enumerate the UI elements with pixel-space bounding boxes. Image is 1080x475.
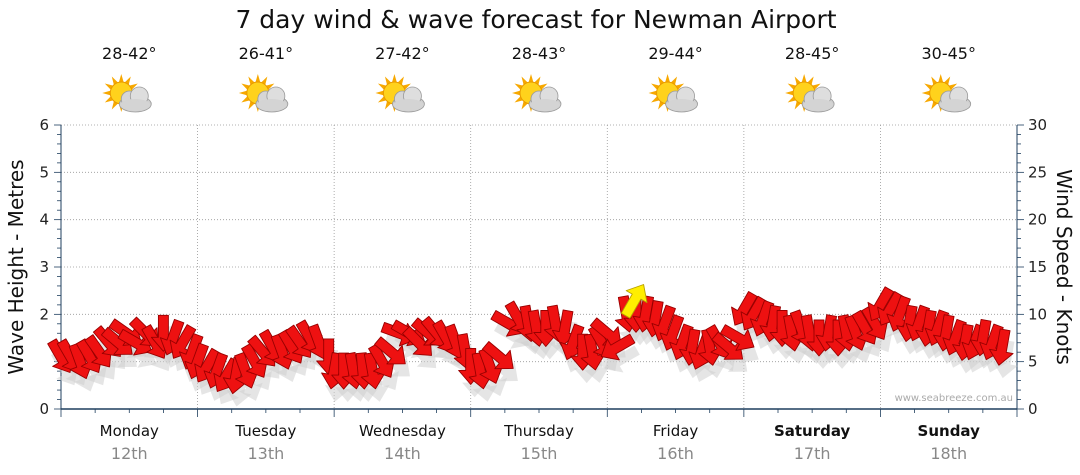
- right-tick-label: 20: [1028, 211, 1047, 229]
- x-axis-day-labels: Monday 12th Tuesday 13th Wednesday 14th Thursd…: [100, 422, 980, 463]
- temperature-range-label: 27-42°: [375, 44, 430, 63]
- cloud-shape: [528, 86, 562, 113]
- right-tick-label: 5: [1028, 353, 1038, 371]
- temperature-range-label: 29-44°: [648, 44, 703, 63]
- wind-arrow-shadow: [604, 345, 640, 373]
- cloud-shape: [938, 86, 972, 113]
- wind-arrow: [360, 352, 386, 390]
- sun-ray-shape: [102, 90, 111, 96]
- sun-ray-shape: [648, 90, 657, 96]
- day-date-label: 16th: [657, 444, 694, 463]
- wind-arrow: [711, 331, 744, 360]
- cloud-shape: [118, 86, 152, 113]
- wind-arrow: [481, 341, 514, 370]
- sun-cloud-icon: [921, 74, 972, 113]
- day-name-label: Monday: [100, 422, 159, 440]
- cloud-shape: [801, 86, 835, 113]
- right-tick-label: 15: [1028, 258, 1047, 276]
- left-tick-label: 2: [39, 305, 49, 323]
- left-tick-label: 5: [39, 163, 49, 181]
- left-tick-label: 6: [39, 116, 49, 134]
- day-name-label: Friday: [653, 422, 699, 440]
- wind-arrow: [374, 336, 406, 365]
- chart-title: 7 day wind & wave forecast for Newman Ai…: [235, 5, 836, 34]
- wind-arrow-highlight: [620, 284, 648, 319]
- wind-arrow: [169, 324, 197, 359]
- sun-ray-shape: [255, 74, 261, 83]
- day-name-label: Tuesday: [234, 422, 296, 440]
- sun-cloud-icon: [785, 74, 835, 113]
- cloud-shape: [392, 86, 425, 113]
- wind-arrows: [47, 284, 1014, 395]
- y-axis-right-title: Wind Speed - Knots: [1052, 169, 1076, 365]
- sun-ray-shape: [392, 74, 397, 83]
- left-tick-label: 4: [39, 211, 49, 229]
- wind-arrow: [600, 333, 636, 361]
- day-header-row: 28-42° 26-41° 27-42° 28-43° 29-44° 28-45° 30-4…: [102, 44, 976, 113]
- left-axis-ticks: 0 2 3 4 5 6: [39, 116, 61, 418]
- temperature-range-label: 30-45°: [921, 44, 976, 63]
- day-date-label: 14th: [384, 444, 421, 463]
- temperature-range-label: 26-41°: [239, 44, 294, 63]
- right-tick-label: 30: [1028, 116, 1047, 134]
- temperature-range-label: 28-45°: [785, 44, 840, 63]
- cloud-shape: [255, 86, 289, 113]
- day-date-label: 12th: [111, 444, 148, 463]
- day-date-label: 13th: [247, 444, 284, 463]
- sun-ray-shape: [801, 74, 807, 83]
- sun-cloud-icon: [648, 74, 698, 113]
- temperature-range-label: 28-42°: [102, 44, 157, 63]
- day-date-label: 17th: [794, 444, 831, 463]
- day-name-label: Sunday: [918, 422, 981, 440]
- right-tick-label: 10: [1028, 305, 1047, 323]
- credit-text: www.seabreeze.com.au: [895, 393, 1013, 404]
- right-tick-label: 0: [1028, 400, 1038, 418]
- day-date-label: 15th: [521, 444, 558, 463]
- wind-arrow: [719, 324, 755, 351]
- sun-ray-shape: [118, 74, 124, 83]
- sun-ray-shape: [785, 90, 794, 96]
- sun-cloud-icon: [512, 74, 562, 113]
- cloud-shape: [665, 86, 698, 113]
- left-tick-label: 3: [39, 258, 49, 276]
- sun-ray-shape: [921, 90, 931, 96]
- wind-arrow: [989, 328, 1014, 366]
- sun-ray-shape: [665, 74, 670, 83]
- sun-ray-shape: [375, 90, 384, 96]
- right-axis-ticks: 0 5 10 15 20 25 30: [1017, 116, 1047, 418]
- day-name-label: Saturday: [774, 422, 851, 440]
- sun-ray-shape: [528, 74, 534, 83]
- sun-cloud-icon: [238, 74, 289, 113]
- sun-ray-shape: [512, 90, 521, 96]
- wind-arrow: [402, 325, 432, 356]
- sun-ray-shape: [938, 74, 944, 83]
- sun-ray-shape: [238, 90, 248, 96]
- sun-cloud-icon: [375, 74, 425, 113]
- left-tick-label: 0: [39, 400, 49, 418]
- x-axis-minor-ticks: [60, 409, 1018, 417]
- wind-arrow: [580, 333, 606, 371]
- temperature-range-label: 28-43°: [512, 44, 567, 63]
- y-axis-left-title: Wave Height - Metres: [4, 159, 28, 374]
- day-date-label: 18th: [930, 444, 967, 463]
- wind-arrow: [117, 328, 153, 356]
- sun-cloud-icon: [102, 74, 152, 113]
- day-name-label: Wednesday: [359, 422, 446, 440]
- day-name-label: Thursday: [503, 422, 574, 440]
- right-tick-label: 25: [1028, 163, 1047, 181]
